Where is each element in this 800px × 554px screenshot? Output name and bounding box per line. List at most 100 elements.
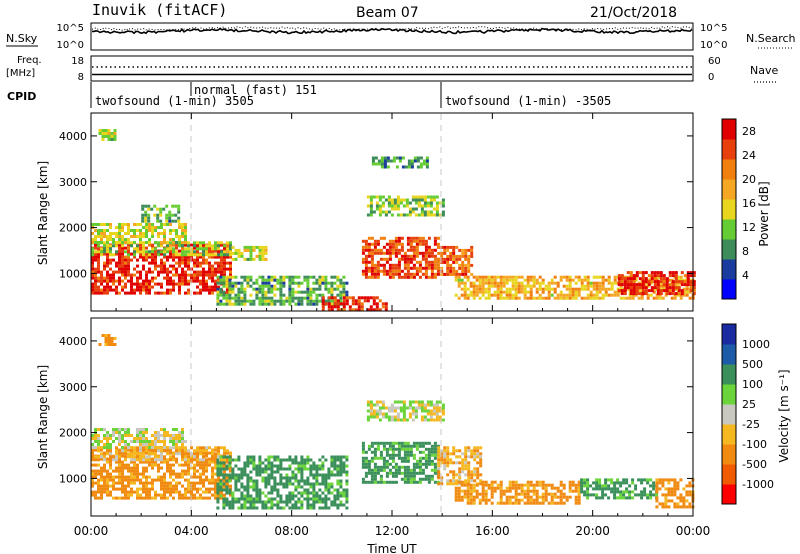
power-cell — [499, 278, 503, 282]
power-cell — [625, 296, 629, 300]
power-cell — [130, 285, 133, 289]
velocity-cell — [493, 486, 497, 490]
velocity-cell — [604, 481, 608, 485]
power-cell — [689, 286, 693, 290]
velocity-cell — [520, 489, 524, 493]
power-cell — [378, 204, 382, 208]
velocity-cell — [193, 484, 196, 488]
velocity-cell — [382, 468, 386, 472]
velocity-cell — [172, 463, 175, 467]
power-cell — [361, 248, 365, 252]
velocity-cell — [148, 490, 151, 494]
power-cell — [336, 278, 340, 282]
velocity-cell — [226, 460, 229, 464]
power-cell — [623, 277, 627, 281]
velocity-cell — [255, 488, 259, 492]
power-cell — [113, 132, 117, 135]
power-cell — [142, 253, 145, 257]
power-cell — [181, 235, 184, 238]
velocity-cell — [160, 458, 163, 462]
velocity-cell — [130, 455, 133, 459]
power-cell — [255, 287, 259, 291]
velocity-cell — [130, 487, 133, 491]
velocity-cell — [529, 498, 533, 502]
velocity-cell — [169, 466, 172, 470]
velocity-cell — [208, 490, 211, 494]
power-cell — [172, 241, 175, 244]
power-cell — [208, 249, 211, 253]
power-cell — [429, 204, 433, 208]
velocity-cell — [294, 503, 298, 507]
velocity-cell — [385, 459, 389, 463]
power-cell — [472, 281, 476, 285]
velocity-cell — [476, 461, 480, 465]
power-cell — [589, 284, 593, 288]
power-cell — [196, 264, 199, 268]
power-cell — [345, 281, 349, 285]
velocity-cell — [382, 462, 386, 466]
power-cell — [367, 242, 371, 246]
velocity-cell — [160, 460, 163, 464]
power-cell — [586, 281, 590, 285]
power-cell — [324, 287, 328, 291]
power-cell — [154, 255, 157, 259]
power-cell — [142, 279, 145, 283]
velocity-cell — [118, 437, 121, 440]
velocity-cell — [598, 481, 602, 485]
velocity-cell — [610, 481, 614, 485]
velocity-cell — [121, 484, 124, 488]
velocity-cell — [640, 493, 644, 497]
power-cell — [430, 251, 434, 255]
velocity-cell — [276, 500, 280, 504]
velocity-cell — [321, 500, 325, 504]
power-cell — [441, 204, 445, 208]
velocity-cell — [202, 460, 205, 464]
velocity-cell — [258, 464, 262, 468]
power-cell — [592, 293, 596, 297]
power-cell — [169, 232, 172, 235]
power-cell — [361, 239, 365, 243]
velocity-cell — [151, 449, 154, 453]
power-cell — [649, 281, 653, 285]
velocity-cell — [423, 403, 427, 407]
power-cell — [686, 277, 690, 281]
velocity-cell — [403, 456, 407, 460]
power-cell — [595, 287, 599, 291]
velocity-cell — [175, 487, 178, 491]
velocity-cell — [142, 440, 145, 443]
velocity-cell — [103, 484, 106, 488]
power-cell — [118, 232, 121, 235]
power-cell — [452, 266, 456, 270]
velocity-cell — [484, 495, 488, 499]
velocity-cell — [640, 496, 644, 500]
velocity-cell — [437, 476, 441, 480]
power-cell — [196, 247, 199, 251]
velocity-colorbar-swatch — [722, 404, 736, 425]
velocity-cell — [166, 452, 169, 456]
velocity-cell — [148, 463, 151, 467]
power-cell — [324, 299, 328, 303]
power-cell — [607, 287, 611, 291]
velocity-cell — [285, 458, 289, 462]
velocity-cell — [336, 494, 340, 498]
power-cell — [184, 276, 187, 280]
velocity-cell — [435, 400, 439, 404]
power-cell — [674, 274, 678, 278]
power-cell — [181, 250, 184, 254]
velocity-cell — [388, 471, 392, 475]
velocity-cell — [330, 491, 334, 495]
velocity-cell — [685, 490, 689, 494]
power-cell — [133, 247, 136, 251]
power-cell — [196, 291, 199, 295]
power-cell — [226, 253, 229, 257]
power-cell — [393, 198, 397, 202]
velocity-cell — [309, 503, 313, 507]
velocity-cell — [315, 500, 319, 504]
velocity-cell — [688, 502, 692, 506]
velocity-cell — [199, 475, 202, 479]
velocity-cell — [411, 418, 415, 422]
velocity-cell — [145, 458, 148, 462]
power-colorbar-swatch — [722, 219, 736, 240]
velocity-cell — [452, 461, 456, 465]
power-cell — [220, 241, 223, 245]
